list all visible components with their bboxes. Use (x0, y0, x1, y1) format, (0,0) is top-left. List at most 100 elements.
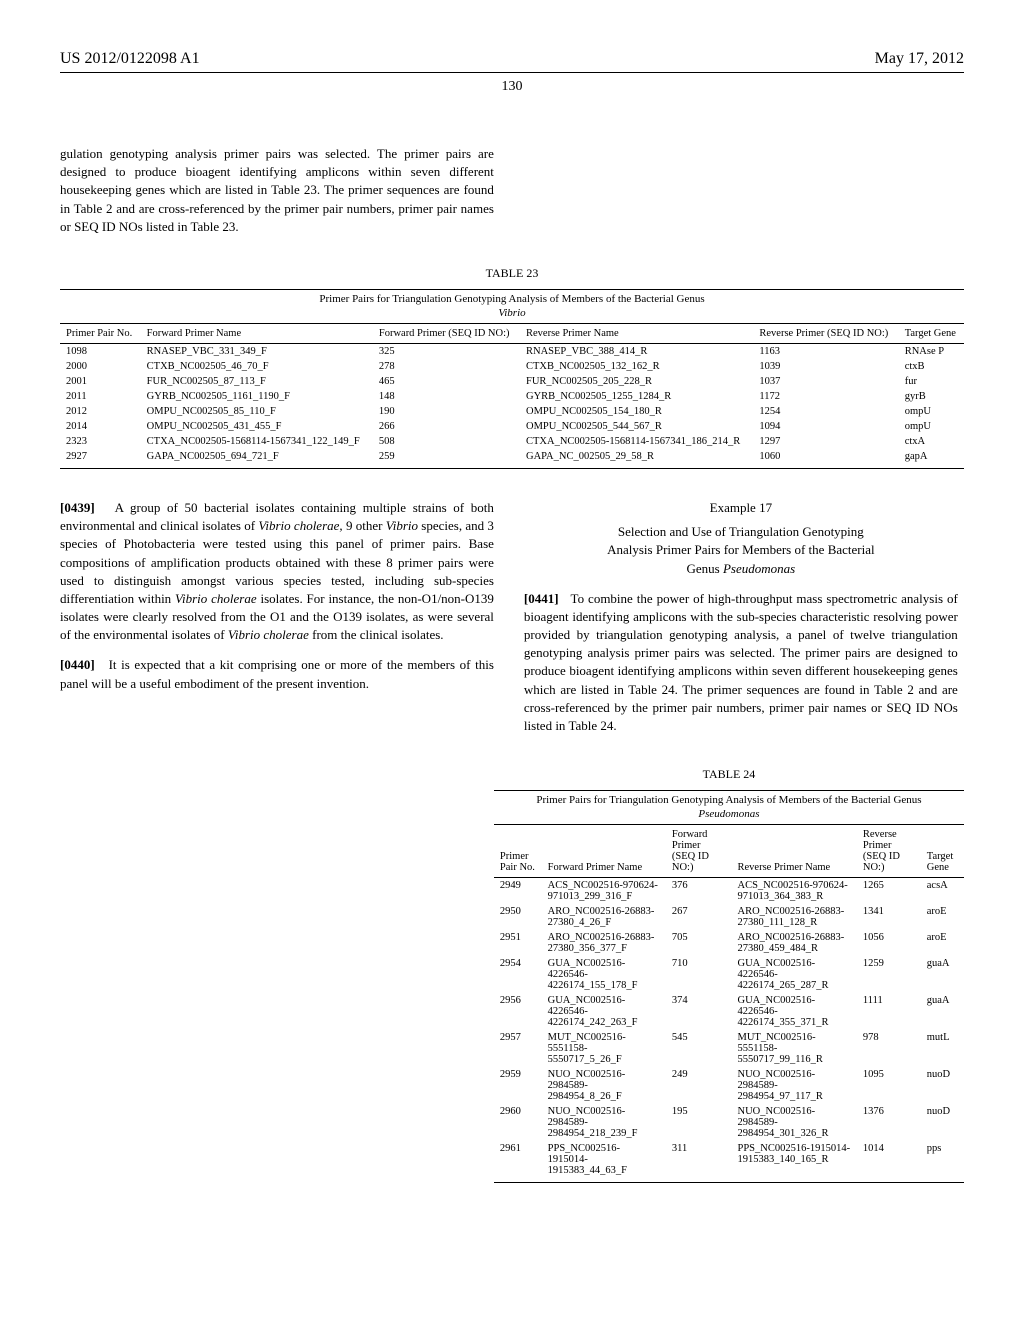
table-cell: ARO_NC002516-26883-27380_111_128_R (732, 904, 857, 930)
table-cell: 2323 (60, 434, 141, 449)
table-cell: mutL (921, 1030, 964, 1067)
table-cell: 148 (373, 389, 520, 404)
table-row: 2001FUR_NC002505_87_113_F465FUR_NC002505… (60, 374, 964, 389)
table-cell: 2949 (494, 878, 542, 905)
table-cell: 2957 (494, 1030, 542, 1067)
table-cell: fur (899, 374, 964, 389)
table-cell: GUA_NC002516-4226546-4226174_355_371_R (732, 993, 857, 1030)
col-header: Forward Primer Name (141, 323, 373, 343)
table-cell: 978 (857, 1030, 921, 1067)
table-cell: NUO_NC002516-2984589-2984954_218_239_F (542, 1104, 666, 1141)
table-cell: GAPA_NC_002505_29_58_R (520, 449, 753, 469)
table-24-label: TABLE 24 (494, 767, 964, 782)
italic-text: Vibrio cholerae (228, 627, 309, 642)
table-cell: 1037 (753, 374, 898, 389)
page-header: US 2012/0122098 A1 May 17, 2012 (60, 50, 964, 73)
table-cell: 2961 (494, 1141, 542, 1183)
table-cell: 190 (373, 404, 520, 419)
col-header: Target Gene (921, 825, 964, 878)
table-cell: 266 (373, 419, 520, 434)
table-cell: 545 (666, 1030, 732, 1067)
table-cell: 2012 (60, 404, 141, 419)
table-cell: 311 (666, 1141, 732, 1183)
example-heading: Example 17 (524, 499, 958, 517)
table-cell: RNAse P (899, 343, 964, 359)
table-cell: 376 (666, 878, 732, 905)
table-cell: NUO_NC002516-2984589-2984954_301_326_R (732, 1104, 857, 1141)
table-cell: MUT_NC002516-5551158-5550717_5_26_F (542, 1030, 666, 1067)
table-row: 2951ARO_NC002516-26883-27380_356_377_F70… (494, 930, 964, 956)
table-cell: OMPU_NC002505_85_110_F (141, 404, 373, 419)
table-cell: 1259 (857, 956, 921, 993)
table-row: 2961PPS_NC002516-1915014-1915383_44_63_F… (494, 1141, 964, 1183)
italic-text: Vibrio cholerae, (258, 518, 342, 533)
table-row: 2950ARO_NC002516-26883-27380_4_26_F267AR… (494, 904, 964, 930)
left-column: [0439] A group of 50 bacterial isolates … (60, 499, 494, 747)
para-number: [0441] (524, 591, 559, 606)
table-cell: ctxA (899, 434, 964, 449)
table-cell: OMPU_NC002505_544_567_R (520, 419, 753, 434)
table-23: Primer Pair No. Forward Primer Name Forw… (60, 323, 964, 469)
table-cell: 195 (666, 1104, 732, 1141)
col-header: Forward Primer Name (542, 825, 666, 878)
table-cell: 1056 (857, 930, 921, 956)
table-header-row: Primer Pair No. Forward Primer Name Forw… (494, 825, 964, 878)
table-cell: GUA_NC002516-4226546-4226174_155_178_F (542, 956, 666, 993)
italic-text: Vibrio (386, 518, 418, 533)
italic-text: Vibrio cholerae (175, 591, 257, 606)
table-24-caption-italic: Pseudomonas (494, 808, 964, 820)
table-cell: 2956 (494, 993, 542, 1030)
table-cell: 1254 (753, 404, 898, 419)
two-column-section: [0439] A group of 50 bacterial isolates … (60, 499, 964, 747)
intro-paragraph: gulation genotyping analysis primer pair… (60, 145, 494, 236)
table-row: 2949ACS_NC002516-970624-971013_299_316_F… (494, 878, 964, 905)
table-cell: 1297 (753, 434, 898, 449)
table-cell: PPS_NC002516-1915014-1915383_44_63_F (542, 1141, 666, 1183)
table-cell: 2960 (494, 1104, 542, 1141)
table-cell: 267 (666, 904, 732, 930)
table-row: 2927GAPA_NC002505_694_721_F259GAPA_NC_00… (60, 449, 964, 469)
table-cell: ACS_NC002516-970624-971013_299_316_F (542, 878, 666, 905)
col-header: Forward Primer (SEQ ID NO:) (666, 825, 732, 878)
table-row: 2956GUA_NC002516-4226546-4226174_242_263… (494, 993, 964, 1030)
table-cell: ompU (899, 404, 964, 419)
table-cell: ACS_NC002516-970624-971013_364_383_R (732, 878, 857, 905)
para-text: from the clinical isolates. (309, 627, 444, 642)
table-cell: 1014 (857, 1141, 921, 1183)
publication-date: May 17, 2012 (875, 50, 964, 68)
table-cell: OMPU_NC002505_154_180_R (520, 404, 753, 419)
table-cell: nuoD (921, 1067, 964, 1104)
table-cell: 2954 (494, 956, 542, 993)
table-row: 2959NUO_NC002516-2984589-2984954_8_26_F2… (494, 1067, 964, 1104)
table-row: 2323CTXA_NC002505-1568114-1567341_122_14… (60, 434, 964, 449)
table-cell: aroE (921, 930, 964, 956)
table-cell: CTXB_NC002505_132_162_R (520, 359, 753, 374)
col-header: Reverse Primer (SEQ ID NO:) (857, 825, 921, 878)
table-row: 1098RNASEP_VBC_331_349_F325RNASEP_VBC_38… (60, 343, 964, 359)
right-column: Example 17 Selection and Use of Triangul… (524, 499, 958, 747)
subtitle-line: Genus (687, 561, 723, 576)
table-24-wrapper: TABLE 24 Primer Pairs for Triangulation … (494, 767, 964, 1183)
table-header-row: Primer Pair No. Forward Primer Name Forw… (60, 323, 964, 343)
table-23-caption-italic: Vibrio (60, 307, 964, 319)
italic-text: Pseudomonas (723, 561, 795, 576)
table-cell: NUO_NC002516-2984589-2984954_8_26_F (542, 1067, 666, 1104)
table-cell: RNASEP_VBC_331_349_F (141, 343, 373, 359)
table-cell: 2959 (494, 1067, 542, 1104)
col-header: Target Gene (899, 323, 964, 343)
table-cell: 325 (373, 343, 520, 359)
table-cell: aroE (921, 904, 964, 930)
table-cell: pps (921, 1141, 964, 1183)
para-number: [0440] (60, 657, 95, 672)
table-24-caption: Primer Pairs for Triangulation Genotypin… (494, 794, 964, 806)
table-row: 2960NUO_NC002516-2984589-2984954_218_239… (494, 1104, 964, 1141)
table-cell: 1376 (857, 1104, 921, 1141)
table-cell: GYRB_NC002505_1161_1190_F (141, 389, 373, 404)
table-cell: CTXB_NC002505_46_70_F (141, 359, 373, 374)
table-cell: 2014 (60, 419, 141, 434)
table-cell: gyrB (899, 389, 964, 404)
table-23-wrapper: TABLE 23 Primer Pairs for Triangulation … (60, 266, 964, 469)
table-23-label: TABLE 23 (60, 266, 964, 281)
table-cell: 278 (373, 359, 520, 374)
col-header: Reverse Primer Name (520, 323, 753, 343)
